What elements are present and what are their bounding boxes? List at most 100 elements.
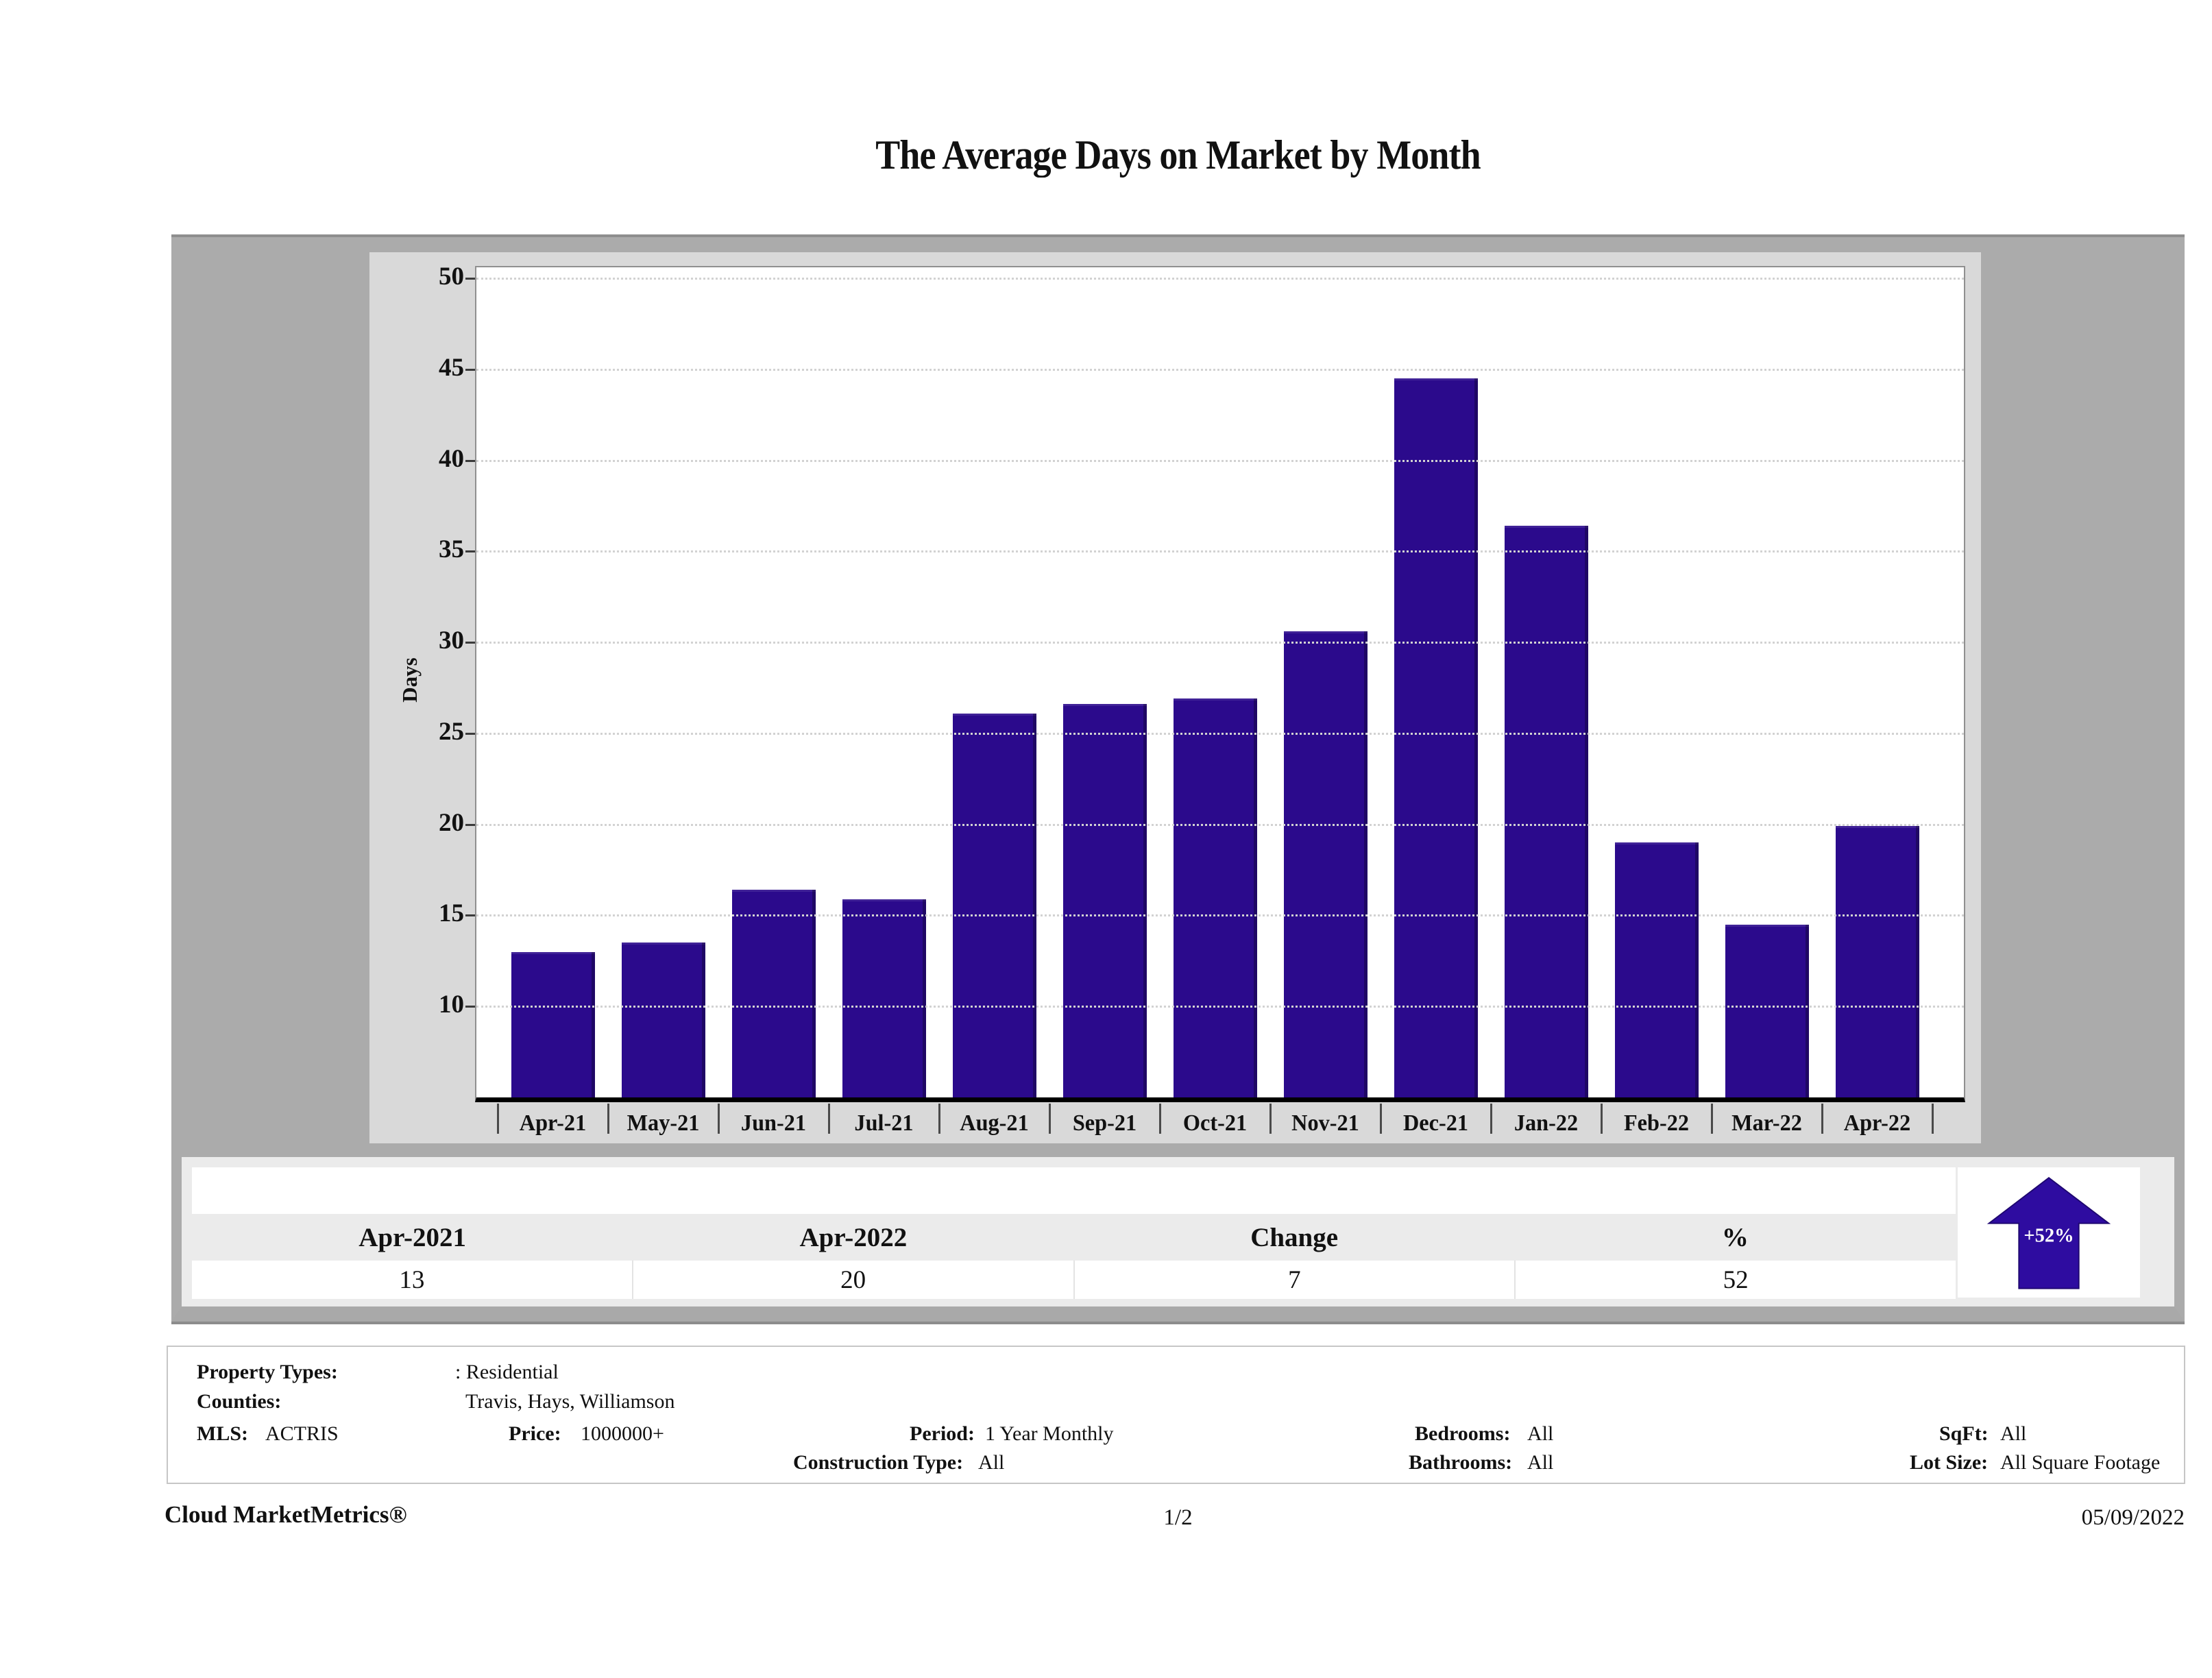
bar-slot — [1601, 842, 1712, 1097]
summary-value-cell: 13 — [399, 1265, 425, 1294]
x-tick-label: Sep-21 — [1072, 1110, 1137, 1136]
y-axis-tick-mark — [465, 277, 475, 280]
y-tick-label: 20 — [439, 808, 464, 837]
bar-feb-22 — [1614, 842, 1699, 1097]
y-axis-tick-mark — [465, 550, 475, 553]
price-value: 1000000+ — [581, 1422, 664, 1445]
x-tick-label: Oct-21 — [1182, 1110, 1248, 1136]
x-axis-tick-mark — [607, 1104, 609, 1134]
y-axis-tick-mark — [465, 459, 475, 462]
lot-size-value: All Square Footage — [2000, 1451, 2161, 1474]
grid-line — [476, 823, 1964, 826]
grid-line — [476, 914, 1964, 917]
x-tick-label: Aug-21 — [960, 1110, 1029, 1136]
sqft-value: All — [2000, 1422, 2027, 1445]
x-tick-label: Dec-21 — [1402, 1110, 1469, 1136]
mls-label: MLS: — [197, 1422, 248, 1445]
grid-line — [476, 277, 1964, 280]
bar-sep-21 — [1062, 704, 1147, 1097]
bar-slot — [608, 943, 718, 1097]
up-arrow-icon: +52% — [1986, 1177, 2111, 1289]
summary-header-cell: Change — [1250, 1222, 1339, 1252]
x-axis-tick-mark — [497, 1104, 499, 1134]
grid-line — [476, 1006, 1964, 1008]
bedrooms-label: Bedrooms: — [1415, 1422, 1511, 1445]
bar-slot — [939, 714, 1049, 1097]
bar-may-21 — [621, 943, 705, 1097]
summary-value-row: 13 20 7 52 — [192, 1261, 1956, 1299]
footer-brand: Cloud MarketMetrics® — [165, 1501, 407, 1528]
y-tick-label: 45 — [439, 353, 464, 382]
x-axis-tick-mark — [718, 1104, 720, 1134]
grid-line — [476, 732, 1964, 735]
bedrooms-value: All — [1527, 1422, 1554, 1445]
summary-header-cell: Apr-2021 — [358, 1222, 466, 1252]
y-axis-tick-mark — [465, 732, 475, 735]
bar-slot — [498, 952, 608, 1097]
y-tick-label: 30 — [439, 627, 464, 655]
filters-panel: Property Types: : Residential Counties: … — [167, 1346, 2185, 1484]
bar-slot — [1712, 925, 1822, 1097]
y-axis-tick-labels: 10 15 20 25 30 35 40 45 50 — [369, 263, 468, 1096]
x-axis-tick-mark — [1380, 1104, 1382, 1134]
footer-page-number: 1/2 — [1163, 1505, 1193, 1530]
x-axis-tick-mark — [1711, 1104, 1713, 1134]
x-axis-tick-mark — [1490, 1104, 1492, 1134]
bar-slot — [1822, 826, 1932, 1097]
x-axis-tick-mark — [1049, 1104, 1051, 1134]
bathrooms-label: Bathrooms: — [1409, 1451, 1513, 1474]
x-axis-tick-mark — [1601, 1104, 1603, 1134]
bathrooms-value: All — [1527, 1451, 1554, 1474]
summary-value-cell: 7 — [1073, 1261, 1515, 1299]
x-axis-tick-mark — [1269, 1104, 1272, 1134]
bar-slot — [1049, 704, 1160, 1097]
summary-value-cell: 20 — [631, 1261, 1073, 1299]
grid-line — [476, 368, 1964, 371]
bar-nov-21 — [1283, 631, 1368, 1097]
bar-mar-22 — [1725, 925, 1809, 1097]
bar-slot — [829, 899, 939, 1097]
bar-oct-21 — [1173, 698, 1257, 1097]
x-axis-tick-mark — [938, 1104, 940, 1134]
page-title: The Average Days on Market by Month — [875, 132, 1481, 178]
x-axis-labels: Apr-21 May-21 Jun-21 Jul-21 Aug-21 Sep-21 Oct-… — [497, 1102, 1934, 1142]
x-tick-label: Nov-21 — [1291, 1110, 1359, 1136]
bar-apr-21 — [511, 952, 595, 1097]
y-tick-label: 35 — [439, 535, 464, 564]
summary-header-cell: Apr-2022 — [799, 1222, 908, 1252]
x-tick-label: Jul-21 — [854, 1110, 914, 1136]
y-axis-tick-mark — [465, 642, 475, 644]
x-tick-label: Jan-22 — [1514, 1110, 1579, 1136]
x-tick-label: Apr-21 — [519, 1110, 587, 1136]
x-tick-label: Mar-22 — [1731, 1110, 1802, 1136]
chart-inner-panel: Days 10 15 20 25 30 35 40 45 50 Apr-21 May-21 Jun-… — [369, 252, 1981, 1143]
bar-slot — [718, 890, 829, 1097]
y-axis-tick-mark — [465, 1006, 475, 1008]
summary-blank-row — [192, 1167, 1956, 1214]
price-label: Price: — [509, 1422, 561, 1445]
y-axis-tick-mark — [465, 368, 475, 371]
period-label: Period: — [910, 1422, 975, 1445]
bar-aug-21 — [952, 714, 1036, 1097]
y-tick-label: 10 — [439, 990, 464, 1019]
y-tick-label: 25 — [439, 717, 464, 746]
arrow-percent-label: +52% — [2023, 1225, 2074, 1246]
change-arrow-box: +52% — [1958, 1167, 2140, 1298]
sqft-label: SqFt: — [1939, 1422, 1989, 1445]
property-types-label: Property Types: — [197, 1361, 338, 1383]
summary-strip: Apr-2021 Apr-2022 Change% 13 20 7 52 +52% — [171, 1157, 2185, 1322]
bar-jan-22 — [1504, 526, 1588, 1097]
construction-type-label: Construction Type: — [793, 1451, 964, 1474]
plot-area — [465, 266, 1965, 1102]
grid-line — [476, 642, 1964, 644]
y-axis-tick-mark — [465, 823, 475, 826]
grid-line — [476, 459, 1964, 462]
property-types-value: : Residential — [455, 1361, 559, 1383]
summary-header-row: Apr-2021 Apr-2022 Change% — [192, 1214, 1956, 1261]
bar-jul-21 — [842, 899, 926, 1097]
bar-slot — [1270, 631, 1381, 1097]
y-tick-label: 50 — [439, 262, 464, 291]
x-tick-label: May-21 — [627, 1110, 700, 1136]
x-tick-label: Apr-22 — [1843, 1110, 1911, 1136]
